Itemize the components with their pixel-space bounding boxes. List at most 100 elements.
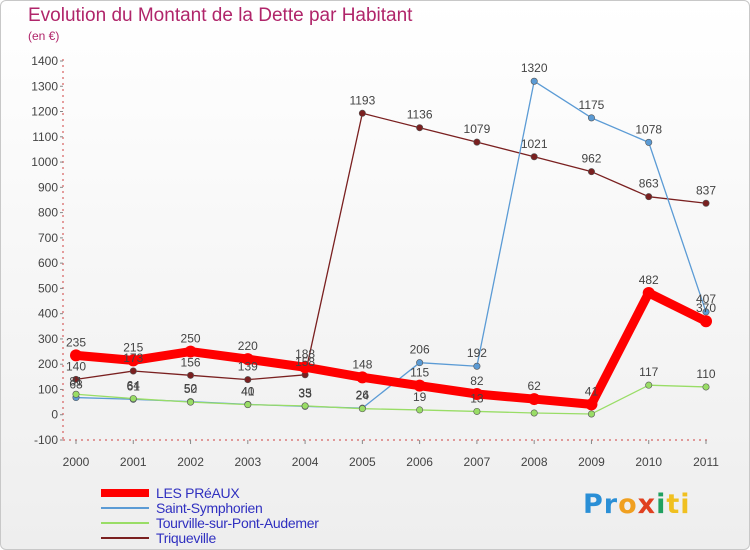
data-label: 250 (181, 332, 201, 346)
data-label: 837 (696, 183, 716, 197)
y-tick-label: 0 (51, 408, 58, 422)
data-point (702, 383, 710, 391)
legend-label: Saint-Symphorien (156, 499, 263, 516)
legend-item: Tourville-sur-Pont-Audemer (101, 514, 319, 531)
data-label: 19 (413, 390, 427, 404)
data-point (187, 398, 195, 406)
data-point (587, 410, 595, 418)
legend-item: Triqueville (101, 530, 319, 546)
data-point (645, 138, 653, 146)
logo-part: ti (666, 489, 691, 520)
y-tick-label: 1100 (32, 130, 58, 144)
x-tick-label: 2006 (406, 455, 433, 469)
unit-label: (en €) (28, 29, 60, 43)
series-line (75, 112, 707, 381)
data-label: 50 (184, 382, 198, 396)
data-point (642, 286, 655, 299)
data-label: 407 (696, 292, 716, 306)
data-point (473, 407, 481, 415)
data-label: 156 (181, 355, 201, 369)
y-tick-label: 100 (38, 382, 58, 396)
data-point (530, 409, 538, 417)
x-tick-label: 2000 (63, 455, 90, 469)
data-point (473, 362, 481, 370)
x-tick-label: 2010 (635, 455, 662, 469)
data-point (530, 77, 538, 85)
data-label: 26 (356, 388, 370, 402)
data-label: 40 (241, 385, 255, 399)
y-tick-label: 200 (38, 357, 58, 371)
y-tick-label: 400 (38, 307, 58, 321)
data-point (299, 361, 312, 374)
data-point (413, 379, 426, 392)
x-tick-label: 2003 (234, 455, 261, 469)
y-tick-label: 800 (38, 206, 58, 220)
data-label: 863 (639, 177, 659, 191)
data-point (187, 371, 195, 379)
data-point (244, 401, 252, 409)
legend-swatch-les-preaux (101, 488, 149, 497)
data-label: 158 (295, 355, 315, 369)
x-tick-label: 2008 (521, 455, 548, 469)
y-tick-label: 900 (38, 180, 58, 194)
data-point (127, 354, 140, 367)
y-tick-label: -100 (34, 433, 58, 447)
data-point (702, 308, 710, 316)
data-label: 139 (238, 360, 258, 374)
data-label: 13 (470, 391, 484, 405)
data-label: 41 (241, 384, 255, 398)
x-tick-label: 2007 (464, 455, 491, 469)
legend-label: Tourville-sur-Pont-Audemer (156, 514, 319, 531)
data-label: 82 (470, 374, 484, 388)
data-label: 192 (467, 346, 487, 360)
data-label: 24 (356, 389, 370, 403)
data-point (416, 124, 424, 132)
y-tick-label: 1000 (31, 155, 58, 169)
chart-title: Evolution du Montant de la Dette par Hab… (28, 5, 413, 26)
x-tick-label: 2011 (693, 455, 719, 469)
data-label: 1021 (521, 137, 548, 151)
data-point (645, 193, 653, 201)
data-label: 173 (123, 351, 143, 365)
data-point (184, 345, 197, 358)
data-label: 220 (238, 339, 258, 353)
data-label: 482 (639, 273, 659, 287)
data-label: 215 (123, 340, 143, 354)
data-label: 61 (127, 379, 141, 393)
data-label: 1136 (407, 108, 433, 122)
data-point (645, 381, 653, 389)
data-label: 370 (696, 301, 716, 315)
data-label: 962 (581, 152, 601, 166)
legend-swatch-tourville (101, 521, 149, 524)
y-tick-label: 1300 (31, 79, 58, 93)
data-point (129, 395, 137, 403)
y-tick-label: 300 (38, 332, 58, 346)
data-label: 68 (69, 378, 83, 392)
data-point (416, 406, 424, 414)
data-point (587, 168, 595, 176)
data-point (358, 109, 366, 117)
data-point (416, 359, 424, 367)
data-label: 52 (184, 382, 198, 396)
data-point (72, 390, 80, 398)
data-point (358, 405, 366, 413)
data-label: 117 (639, 365, 658, 379)
data-point (301, 402, 309, 410)
legend-swatch-saint-symphorien (101, 506, 149, 509)
y-tick-label: 1200 (31, 105, 58, 119)
y-tick-label: 700 (38, 231, 58, 245)
logo-part: Pr (583, 489, 619, 520)
data-point (587, 114, 595, 122)
data-point (129, 367, 137, 375)
series-line (71, 288, 711, 409)
x-tick-label: 2001 (120, 455, 147, 469)
x-tick-label: 2004 (292, 455, 319, 469)
legend: LES PRéAUX Saint-Symphorien Tourville-su… (101, 485, 319, 546)
data-label: 115 (410, 366, 429, 380)
data-point (244, 376, 252, 384)
data-label: 41 (585, 384, 599, 398)
proxiti-logo: Proxiti (583, 489, 691, 520)
x-tick-label: 2005 (349, 455, 376, 469)
